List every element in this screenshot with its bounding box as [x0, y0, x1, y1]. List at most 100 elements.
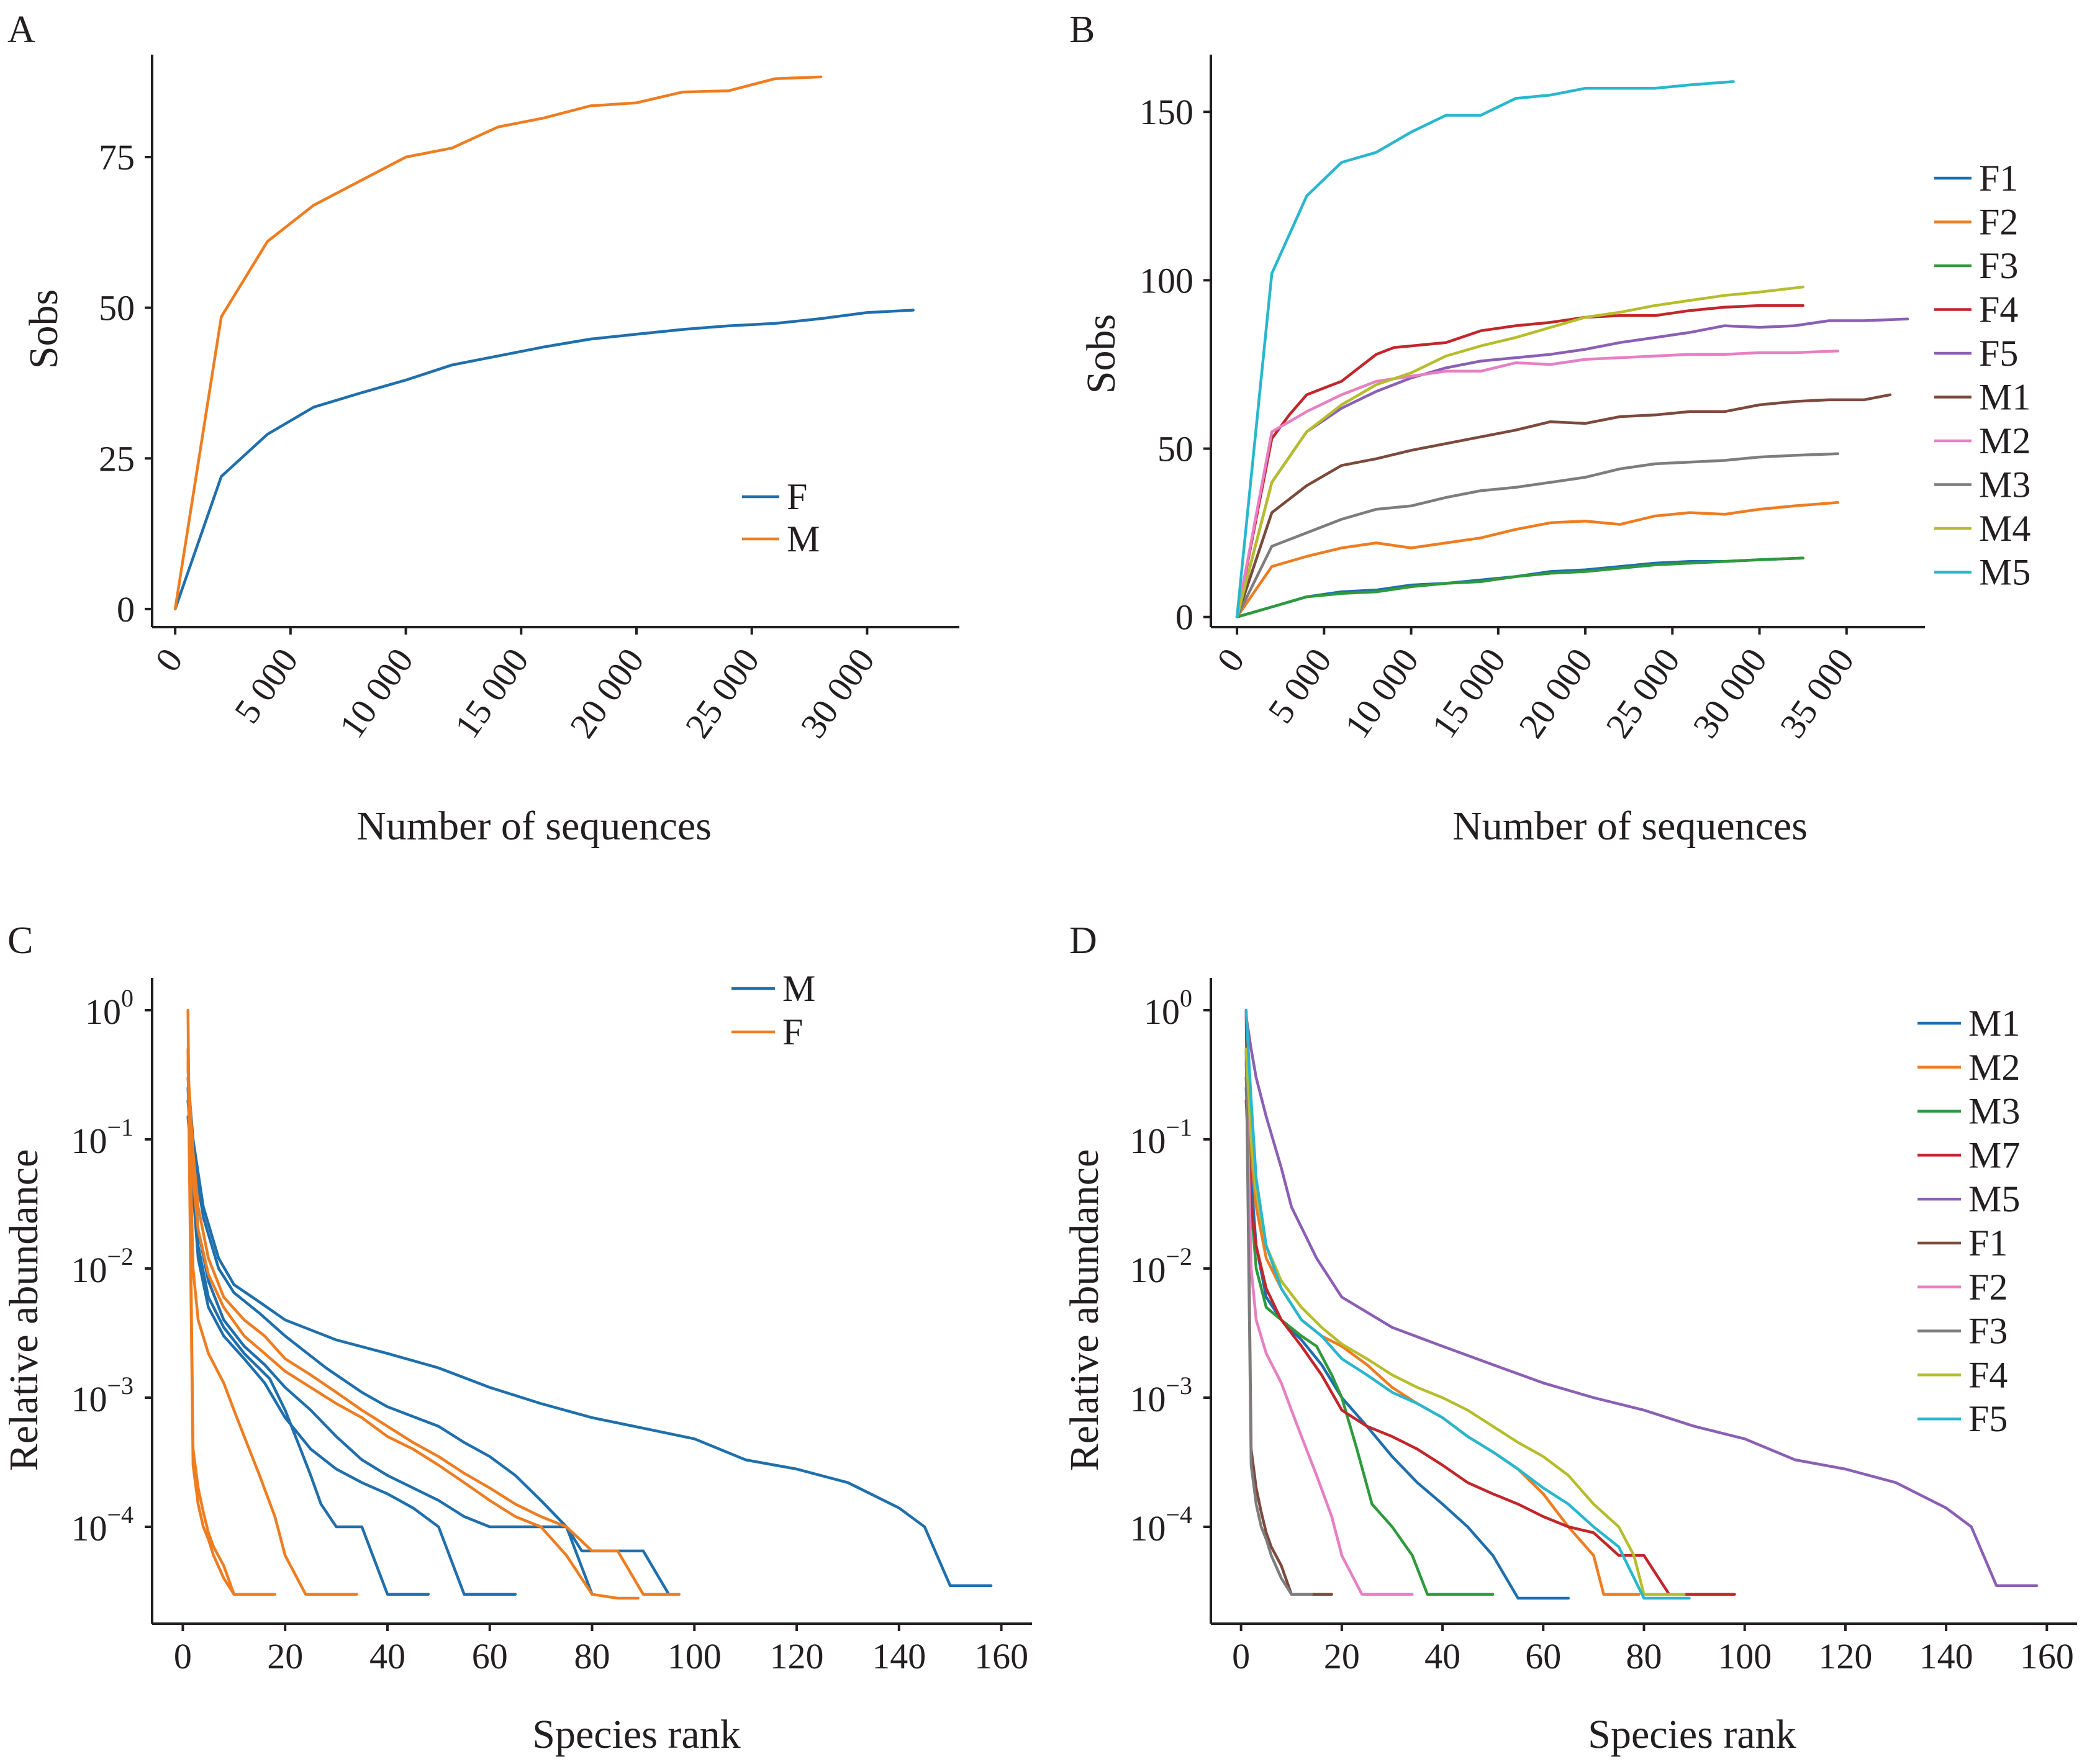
legend-label: F5 — [1968, 1398, 2008, 1439]
series-group — [1244, 1008, 2039, 1600]
panel-label-a: A — [7, 9, 35, 51]
legend-label: F4 — [1968, 1354, 2008, 1395]
legend-label: M4 — [1979, 508, 2030, 549]
x-tick-label: 0 — [1232, 1636, 1250, 1676]
series-line-f-c — [186, 1008, 276, 1596]
x-tick-label: 100 — [1718, 1636, 1772, 1676]
x-tick-label: 60 — [472, 1636, 508, 1676]
x-tick-label: 40 — [1424, 1636, 1460, 1676]
y-tick-label: 25 — [99, 438, 135, 479]
x-axis-title: Species rank — [532, 1712, 740, 1757]
series-line-m5 — [1235, 80, 1735, 618]
x-tick-label: 120 — [1818, 1636, 1872, 1676]
series-line-m3 — [1244, 1086, 1495, 1596]
x-tick-label: 20 — [1324, 1636, 1360, 1676]
legend-label: M2 — [1968, 1047, 2020, 1088]
x-tick-label: 120 — [770, 1636, 824, 1676]
series-line-f2 — [1244, 1060, 1414, 1596]
legend-label: F2 — [1979, 202, 2018, 243]
x-tick-label: 0 — [174, 1636, 192, 1676]
legend-label: M7 — [1968, 1134, 2020, 1175]
legend-label: F1 — [1968, 1223, 2008, 1264]
legend-label: F1 — [1979, 158, 2018, 199]
legend-label: M — [782, 968, 815, 1009]
x-tick-label: 140 — [1919, 1636, 1973, 1676]
legend-label: F2 — [1968, 1267, 2008, 1308]
y-tick-label: 10−2 — [1130, 1242, 1192, 1290]
x-tick-label: 80 — [1626, 1636, 1662, 1676]
series-group — [173, 75, 915, 611]
y-tick-label: 100 — [1139, 260, 1193, 301]
y-tick-label: 10−3 — [1130, 1372, 1192, 1419]
legend-label: M1 — [1968, 1003, 2020, 1044]
legend: MF — [731, 968, 815, 1052]
series-line-m2 — [1235, 350, 1840, 618]
y-tick-label: 0 — [117, 589, 135, 630]
legend-label: M3 — [1968, 1091, 2020, 1132]
x-tick-label: 40 — [369, 1636, 405, 1676]
y-tick-label: 10−1 — [71, 1113, 134, 1161]
series-line-f — [173, 309, 915, 611]
x-tick-label: 20 — [267, 1636, 303, 1676]
y-tick-label: 100 — [1144, 984, 1192, 1032]
y-axis-title: Relative abundance — [1062, 1149, 1107, 1472]
y-tick-label: 0 — [1175, 597, 1193, 638]
y-tick-label: 10−4 — [1130, 1501, 1192, 1549]
panel-label-b: B — [1069, 9, 1095, 51]
x-tick-label: 80 — [574, 1636, 610, 1676]
y-tick-label: 50 — [99, 288, 135, 328]
legend-label: M5 — [1979, 552, 2030, 593]
x-tick-label: 160 — [974, 1636, 1028, 1676]
y-tick-label: 10−3 — [71, 1372, 134, 1419]
y-tick-label: 10−4 — [71, 1501, 134, 1549]
legend-label: F3 — [1968, 1311, 2008, 1352]
panel-c: C 100 10−1 10−2 10−3 10−4 0 20 40 60 80 100 120 140 16… — [1, 920, 1032, 1757]
series-line-m5 — [1244, 1015, 2039, 1588]
legend-label: F — [782, 1011, 803, 1052]
series-line-f5 — [1235, 317, 1909, 618]
panel-label-d: D — [1069, 920, 1097, 962]
y-axis-title: Relative abundance — [1, 1149, 47, 1472]
series-line-m7 — [1244, 1099, 1736, 1596]
series-line-f4 — [1244, 1047, 1686, 1596]
series-line-m-c — [186, 1099, 594, 1596]
series-line-f-c — [186, 1076, 640, 1600]
legend-label: M — [787, 518, 820, 559]
series-line-m4 — [1235, 285, 1804, 618]
panel-d: D 100 10−1 10−2 10−3 10−4 0 20 40 60 80 100 120 140 16… — [1062, 920, 2077, 1757]
legend-label: M2 — [1979, 420, 2030, 461]
x-tick-label: 100 — [668, 1636, 722, 1676]
series-line-f-c — [186, 1047, 256, 1596]
series-line-f-c — [186, 1060, 358, 1596]
series-line-f-c — [186, 1067, 681, 1596]
legend-label: M5 — [1968, 1178, 2020, 1219]
y-axis-title: Sobs — [1079, 314, 1124, 394]
series-line-f3 — [1235, 556, 1804, 618]
series-line-m-c — [186, 1076, 993, 1588]
series-line-m3 — [1235, 452, 1840, 618]
y-tick-label: 100 — [85, 984, 134, 1032]
y-tick-label: 50 — [1157, 429, 1193, 469]
series-group — [186, 1008, 993, 1600]
panel-label-c: C — [7, 920, 33, 962]
y-tick-label: 10−2 — [71, 1242, 134, 1290]
series-line-f5 — [1244, 1008, 1691, 1600]
legend-label: F4 — [1979, 289, 2018, 330]
x-tick-label: 140 — [872, 1636, 926, 1676]
x-axis-title: Number of sequences — [356, 803, 712, 849]
legend-label: M1 — [1979, 377, 2030, 418]
legend-label: M3 — [1979, 464, 2030, 505]
legend: FM — [742, 476, 820, 559]
x-tick-label: 160 — [2020, 1636, 2074, 1676]
legend-label: F3 — [1979, 245, 2018, 286]
y-axis-title: Sobs — [21, 289, 66, 369]
series-line-f4 — [1235, 304, 1804, 618]
legend-label: F5 — [1979, 333, 2018, 374]
series-line-m-c — [186, 1115, 430, 1596]
series-group — [1235, 80, 1909, 618]
y-tick-label: 10−1 — [1130, 1113, 1192, 1161]
